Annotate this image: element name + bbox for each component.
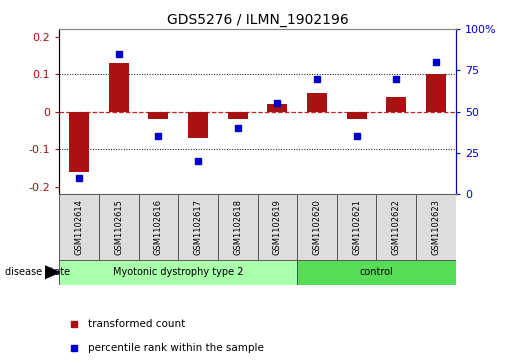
Bar	[416, 194, 456, 260]
Title: GDS5276 / ILMN_1902196: GDS5276 / ILMN_1902196	[167, 13, 348, 26]
Text: GSM1102623: GSM1102623	[432, 199, 440, 255]
Polygon shape	[45, 266, 59, 279]
Text: GSM1102619: GSM1102619	[273, 199, 282, 255]
Text: GSM1102616: GSM1102616	[154, 199, 163, 255]
Text: GSM1102617: GSM1102617	[194, 199, 202, 255]
Bar	[99, 194, 139, 260]
Text: Myotonic dystrophy type 2: Myotonic dystrophy type 2	[113, 267, 244, 277]
Text: GSM1102614: GSM1102614	[75, 199, 83, 255]
Bar	[69, 111, 89, 172]
Bar	[307, 93, 327, 111]
Text: GSM1102615: GSM1102615	[114, 199, 123, 255]
Text: GSM1102621: GSM1102621	[352, 199, 361, 255]
Bar	[59, 260, 297, 285]
Text: disease state: disease state	[5, 267, 70, 277]
Bar	[228, 111, 248, 119]
Bar	[376, 194, 416, 260]
Text: GSM1102622: GSM1102622	[392, 199, 401, 255]
Text: GSM1102620: GSM1102620	[313, 199, 321, 255]
Text: control: control	[359, 267, 393, 277]
Bar	[59, 194, 99, 260]
Bar	[188, 111, 208, 138]
Bar	[337, 194, 376, 260]
Bar	[258, 194, 297, 260]
Bar	[386, 97, 406, 111]
Bar	[267, 104, 287, 111]
Text: GSM1102618: GSM1102618	[233, 199, 242, 255]
Bar	[178, 194, 218, 260]
Bar	[297, 194, 337, 260]
Bar	[218, 194, 258, 260]
Text: transformed count: transformed count	[88, 319, 185, 329]
Bar	[297, 260, 456, 285]
Bar	[139, 194, 178, 260]
Bar	[426, 74, 446, 111]
Bar	[148, 111, 168, 119]
Bar	[109, 63, 129, 111]
Text: percentile rank within the sample: percentile rank within the sample	[88, 343, 264, 353]
Bar	[347, 111, 367, 119]
